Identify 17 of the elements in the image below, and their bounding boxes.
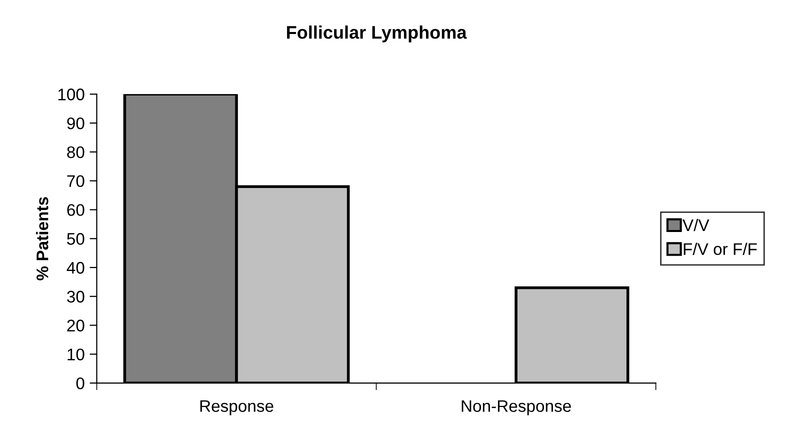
y-tick-label: 90: [67, 117, 84, 130]
y-tick-label: 0: [76, 377, 84, 390]
y-tick-label: 100: [58, 88, 84, 100]
y-tick-label: 50: [67, 233, 84, 245]
y-tick-label: 80: [67, 146, 84, 158]
y-axis-title: % Patients: [36, 197, 48, 280]
legend-label: F/V or F/F: [684, 242, 757, 256]
y-tick-label: 70: [67, 175, 84, 188]
y-tick-label: 20: [67, 320, 84, 332]
y-tick-label: 60: [67, 204, 84, 216]
legend-label: V/V: [682, 218, 710, 232]
x-tick-label: Non-Response: [462, 400, 571, 416]
chart-title: Follicular Lymphoma: [287, 26, 467, 42]
y-tick-label: 10: [68, 348, 84, 360]
y-tick-label: 30: [67, 290, 84, 303]
y-tick-label: 40: [66, 262, 84, 274]
x-tick-label: Response: [200, 400, 274, 416]
